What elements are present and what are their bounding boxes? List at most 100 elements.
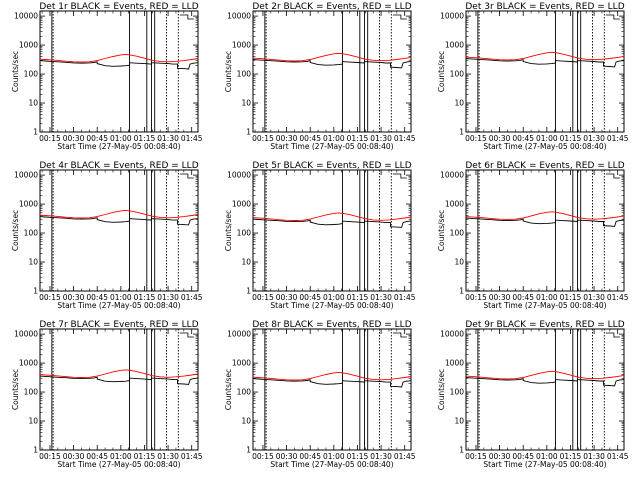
x-tick-label: 01:15 <box>134 293 156 302</box>
y-tick-label: 1 <box>33 287 38 296</box>
y-tick-label: 10 <box>241 417 251 426</box>
y-tick-label: 1000 <box>232 359 251 368</box>
x-tick-label: 00:30 <box>489 452 511 461</box>
chart-panel-8: Det 8r BLACK = Events, RED = LLD 1 10 100 10… <box>224 320 416 469</box>
y-axis-label: Counts/sec <box>437 51 446 92</box>
x-tick-label: 01:00 <box>110 293 132 302</box>
x-tick-label: 00:30 <box>489 134 511 143</box>
panel-title: Det 1r BLACK = Events, RED = LLD <box>39 2 198 12</box>
panel-title: Det 7r BLACK = Events, RED = LLD <box>39 320 198 330</box>
y-tick-label: 10 <box>28 417 38 426</box>
x-tick-label: 00:30 <box>63 293 85 302</box>
x-tick-label: 01:15 <box>134 134 156 143</box>
x-tick-label: 00:45 <box>299 134 321 143</box>
x-axis-label: Start Time (27-May-05 00:08:40) <box>270 301 393 310</box>
bracket-mark <box>392 332 407 338</box>
x-tick-label: 00:30 <box>63 452 85 461</box>
y-tick-label: 1000 <box>445 200 464 209</box>
y-tick-label: 1000 <box>19 200 38 209</box>
series-line-lld <box>465 370 625 380</box>
x-tick-label: 01:15 <box>560 134 582 143</box>
x-tick-label: 01:45 <box>394 134 416 143</box>
y-tick-label: 100 <box>24 229 39 238</box>
x-tick-label: 01:15 <box>347 134 369 143</box>
y-tick-label: 10000 <box>227 12 251 21</box>
y-tick-label: 10000 <box>440 330 464 339</box>
chart-panel-3: Det 3r BLACK = Events, RED = LLD 1 10 100 10… <box>437 2 629 151</box>
plot-frame <box>39 10 199 133</box>
panel-title: Det 2r BLACK = Events, RED = LLD <box>252 2 411 12</box>
series-line-lld <box>39 209 199 219</box>
x-tick-label: 00:15 <box>39 293 61 302</box>
x-tick-label: 01:00 <box>536 452 558 461</box>
y-tick-label: 1 <box>246 287 251 296</box>
x-tick-label: 01:45 <box>181 134 203 143</box>
plot-frame <box>465 328 625 451</box>
y-axis-label: Counts/sec <box>437 210 446 251</box>
x-tick-label: 01:15 <box>347 452 369 461</box>
y-tick-label: 10000 <box>14 330 38 339</box>
series-line-lld <box>39 369 199 378</box>
panel-title: Det 6r BLACK = Events, RED = LLD <box>465 161 624 171</box>
x-tick-label: 01:00 <box>110 452 132 461</box>
bracket-mark <box>179 332 194 338</box>
plot-frame <box>39 169 199 292</box>
x-tick-label: 00:15 <box>252 293 274 302</box>
x-axis-label: Start Time (27-May-05 00:08:40) <box>483 301 606 310</box>
x-axis-label: Start Time (27-May-05 00:08:40) <box>483 142 606 151</box>
x-tick-label: 00:15 <box>465 134 487 143</box>
x-axis-label: Start Time (27-May-05 00:08:40) <box>270 460 393 469</box>
y-tick-label: 100 <box>237 229 252 238</box>
series-line-events <box>465 58 625 68</box>
x-tick-label: 00:15 <box>252 134 274 143</box>
series-line-events <box>252 59 412 69</box>
x-tick-label: 00:45 <box>86 134 108 143</box>
y-tick-label: 10000 <box>227 330 251 339</box>
x-tick-label: 01:30 <box>370 452 392 461</box>
y-tick-label: 1 <box>459 128 464 137</box>
x-tick-label: 00:30 <box>276 452 298 461</box>
chart-panel-2: Det 2r BLACK = Events, RED = LLD 1 10 100 10… <box>224 2 416 151</box>
y-tick-label: 1000 <box>19 41 38 50</box>
x-tick-label: 00:30 <box>63 134 85 143</box>
series-line-events <box>39 375 199 385</box>
y-tick-label: 10 <box>454 417 464 426</box>
y-axis-label: Counts/sec <box>11 210 20 251</box>
x-tick-label: 01:30 <box>370 134 392 143</box>
y-axis-label: Counts/sec <box>224 51 233 92</box>
y-tick-label: 100 <box>237 388 252 397</box>
series-line-events <box>252 218 412 228</box>
x-axis-label: Start Time (27-May-05 00:08:40) <box>483 460 606 469</box>
y-tick-label: 1 <box>459 287 464 296</box>
y-tick-label: 10000 <box>14 171 38 180</box>
bracket-mark <box>605 14 620 20</box>
plot-frame <box>252 10 412 133</box>
x-tick-label: 01:45 <box>607 293 629 302</box>
series-line-events <box>39 60 199 70</box>
series-line-events <box>39 216 199 226</box>
x-tick-label: 01:30 <box>157 293 179 302</box>
x-tick-label: 00:45 <box>86 452 108 461</box>
plot-frame <box>465 169 625 292</box>
series-line-lld <box>465 211 625 220</box>
y-tick-label: 1000 <box>232 200 251 209</box>
y-tick-label: 100 <box>450 70 465 79</box>
panel-title: Det 5r BLACK = Events, RED = LLD <box>252 161 411 171</box>
y-tick-label: 1 <box>33 446 38 455</box>
x-tick-label: 00:45 <box>299 293 321 302</box>
x-tick-label: 01:45 <box>181 293 203 302</box>
x-tick-label: 00:15 <box>465 452 487 461</box>
chart-panel-9: Det 9r BLACK = Events, RED = LLD 1 10 100 10… <box>437 320 629 469</box>
bracket-mark <box>392 14 407 20</box>
y-tick-label: 100 <box>450 388 465 397</box>
x-tick-label: 01:15 <box>560 293 582 302</box>
series-line-lld <box>252 52 412 62</box>
x-tick-label: 01:00 <box>323 452 345 461</box>
plot-frame <box>465 10 625 133</box>
x-tick-label: 01:00 <box>323 293 345 302</box>
x-tick-label: 01:15 <box>134 452 156 461</box>
x-tick-label: 01:45 <box>607 452 629 461</box>
bracket-mark <box>179 173 194 179</box>
x-tick-label: 01:30 <box>583 134 605 143</box>
